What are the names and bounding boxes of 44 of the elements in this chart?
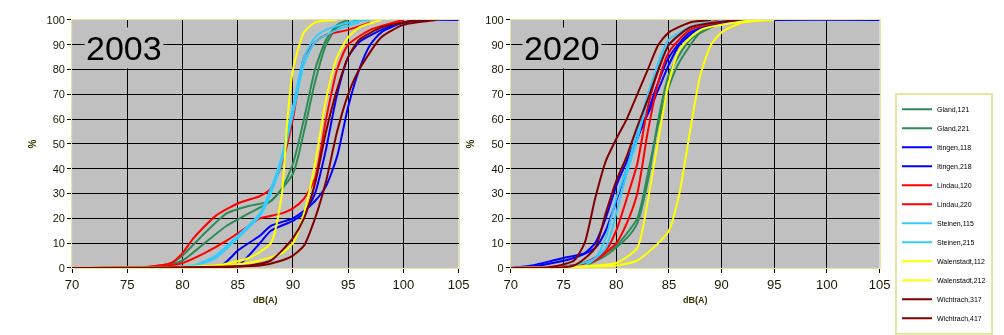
- x-tick-label: 70: [503, 276, 519, 292]
- chart-title: 2020: [524, 29, 600, 67]
- y-tick-label: 80: [491, 63, 504, 76]
- y-tick-label: 10: [491, 237, 504, 249]
- x-tick-label: 95: [340, 276, 356, 292]
- y-axis-title: %: [465, 139, 477, 149]
- y-tick-label: 30: [491, 187, 504, 200]
- x-axis-title: dB(A): [253, 295, 278, 306]
- x-tick-label: 85: [661, 276, 677, 292]
- y-tick-label: 50: [491, 137, 504, 150]
- x-tick-label: 95: [767, 276, 782, 292]
- x-tick-label: 75: [120, 276, 135, 292]
- x-tick-label: 85: [230, 276, 245, 292]
- y-tick-label: 60: [491, 113, 504, 125]
- x-tick-label: 100: [392, 276, 415, 292]
- y-tick-label: 40: [52, 162, 65, 175]
- y-tick-label: 20: [491, 212, 504, 225]
- x-tick-label: 105: [868, 276, 891, 292]
- y-tick-label: 80: [52, 63, 65, 76]
- x-tick-label: 70: [64, 276, 80, 292]
- y-tick-label: 30: [52, 187, 65, 200]
- y-axis-title: %: [26, 139, 38, 149]
- y-tick-label: 70: [52, 88, 65, 101]
- x-tick-label: 105: [447, 276, 470, 292]
- y-tick-label: 70: [491, 88, 504, 101]
- y-tick-label: 100: [46, 13, 65, 26]
- x-tick-label: 75: [556, 276, 571, 292]
- x-axis-title: dB(A): [682, 295, 708, 306]
- y-tick-label: 0: [497, 261, 504, 274]
- y-tick-label: 100: [485, 13, 504, 26]
- y-tick-label: 90: [491, 38, 504, 51]
- x-tick-label: 90: [285, 276, 301, 292]
- chart-title: 2003: [86, 29, 162, 67]
- x-tick-label: 80: [175, 276, 190, 292]
- y-tick-label: 0: [58, 261, 65, 274]
- y-tick-label: 10: [52, 237, 65, 249]
- x-tick-label: 100: [816, 276, 838, 292]
- y-tick-label: 60: [52, 113, 65, 125]
- x-tick-label: 90: [714, 276, 729, 292]
- x-tick-label: 80: [608, 276, 624, 292]
- y-tick-label: 50: [52, 137, 65, 150]
- y-tick-label: 40: [491, 162, 504, 175]
- y-tick-label: 20: [52, 212, 65, 225]
- y-tick-label: 90: [52, 38, 65, 51]
